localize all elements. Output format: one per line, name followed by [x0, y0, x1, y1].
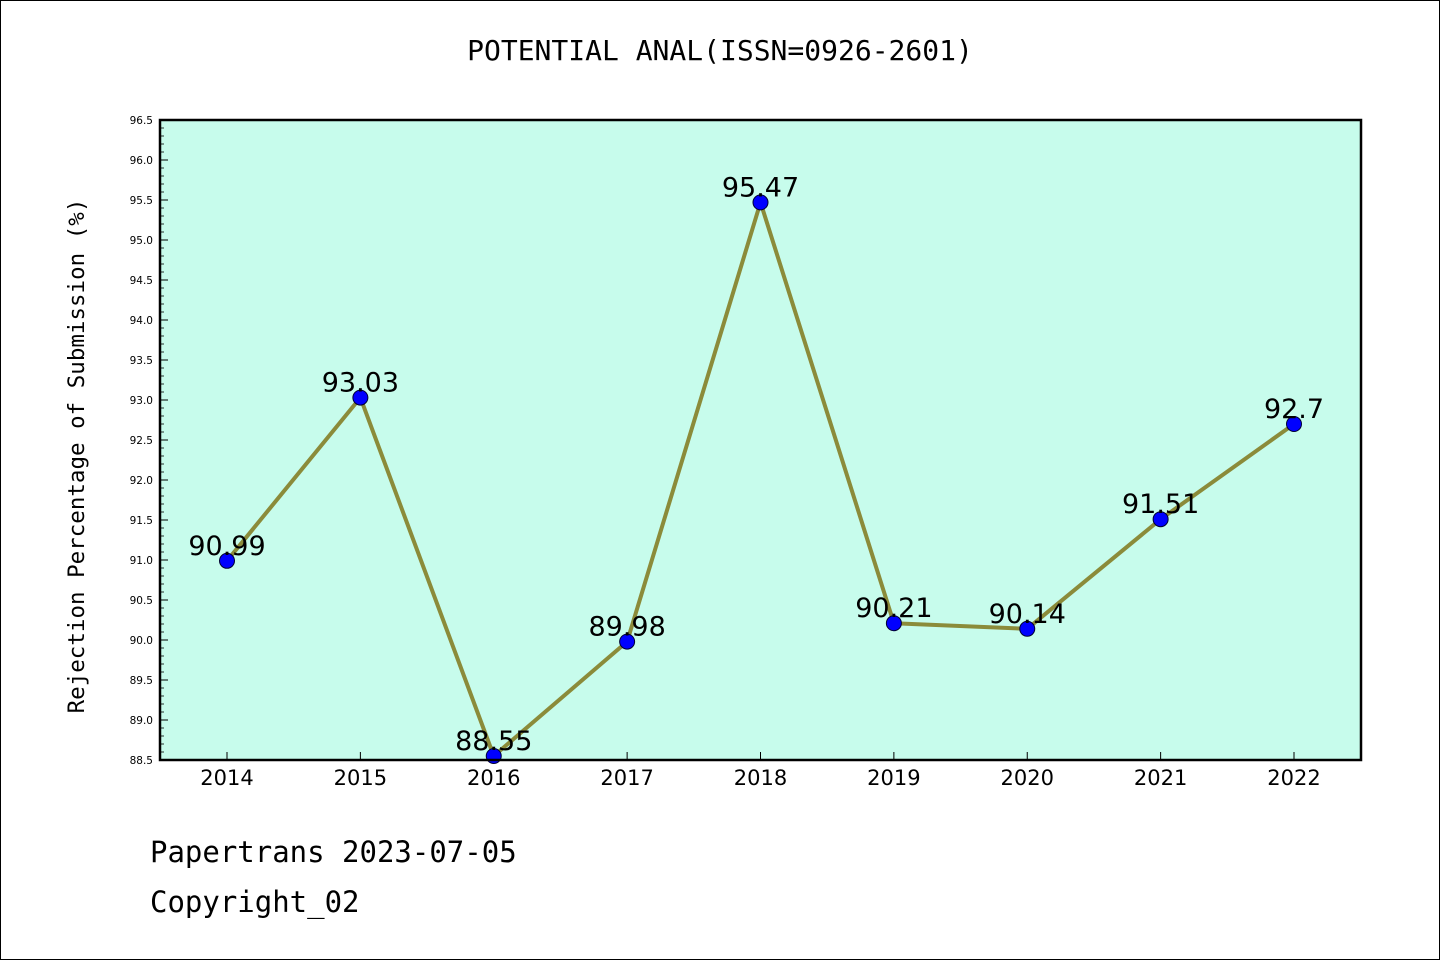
y-tick-label: 96.5: [130, 115, 153, 127]
data-point: [752, 194, 769, 211]
x-tick-label: 2019: [867, 766, 920, 790]
y-tick-label: 92.5: [130, 435, 153, 447]
data-label: 93.03: [322, 368, 399, 399]
y-tick-label: 92.0: [130, 475, 153, 487]
data-point: [1152, 511, 1169, 528]
x-tick-label: 2021: [1134, 766, 1187, 790]
y-tick-label: 93.5: [130, 355, 153, 367]
data-label: 95.47: [722, 172, 799, 203]
data-markers: [219, 194, 1302, 764]
x-tick-label: 2015: [334, 766, 387, 790]
y-tick-label: 95.5: [130, 195, 153, 207]
data-label: 91.51: [1122, 489, 1199, 520]
data-label: 89.98: [588, 612, 665, 643]
y-tick-label: 96.0: [130, 155, 153, 167]
x-tick-label: 2014: [200, 766, 253, 790]
x-tick-label: 2020: [1001, 766, 1054, 790]
x-tick-label: 2016: [467, 766, 520, 790]
y-tick-label: 91.0: [130, 555, 153, 567]
y-tick-label: 93.0: [130, 395, 153, 407]
y-tick-label: 95.0: [130, 235, 153, 247]
footer-date: Papertrans 2023-07-05: [150, 835, 517, 869]
x-axis-ticks: 2014 2015 2016 2017 2018 2019 2020 2021 2022: [200, 752, 1321, 790]
y-tick-label: 90.0: [130, 635, 153, 647]
x-tick-label: 2017: [600, 766, 653, 790]
y-tick-label: 94.5: [130, 275, 153, 287]
y-tick-label: 90.5: [130, 595, 153, 607]
y-tick-label: 94.0: [130, 315, 153, 327]
y-tick-label: 91.5: [130, 515, 153, 527]
footer-copyright: Copyright_02: [150, 885, 360, 919]
chart-title: POTENTIAL ANAL(ISSN=0926-2601): [467, 34, 973, 67]
plot-area: [160, 120, 1361, 760]
data-point: [885, 615, 902, 632]
data-label: 90.14: [989, 599, 1066, 630]
data-point: [1019, 620, 1036, 637]
data-point: [1286, 416, 1302, 432]
y-tick-label: 89.5: [130, 675, 153, 687]
y-tick-label: 88.5: [130, 755, 153, 767]
plot-border: [158, 118, 1363, 762]
data-labels: 90.99 93.03 88.55 89.98 95.47 90.21 90.14 91.51…: [188, 172, 1324, 757]
y-axis-ticks: 88.5 89.0 89.5 90.0 90.5 91.0 91.5 92.0 92.5 93.0…: [130, 115, 168, 767]
y-axis-label: Rejection Percentage of Submission (%): [64, 199, 90, 714]
data-label: 90.21: [855, 593, 932, 624]
data-label: 90.99: [188, 531, 265, 562]
data-label: 88.55: [455, 726, 532, 757]
x-tick-label: 2022: [1267, 766, 1320, 790]
y-tick-label: 89.0: [130, 715, 153, 727]
data-point: [619, 633, 636, 650]
x-tick-label: 2018: [734, 766, 787, 790]
data-point: [352, 389, 369, 406]
data-label: 92.7: [1264, 394, 1324, 425]
data-point: [219, 552, 235, 569]
